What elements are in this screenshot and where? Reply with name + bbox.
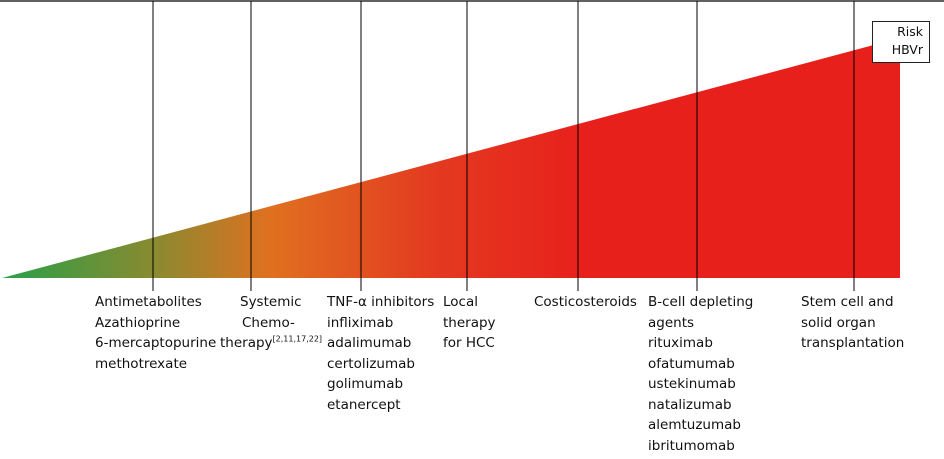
reference-superscript: [2,11,17,22]	[272, 334, 323, 344]
category-line: Antimetabolites	[95, 294, 202, 310]
category-local-therapy-hcc: Local therapy for HCC	[443, 292, 496, 354]
category-line: solid organ	[801, 314, 876, 331]
category-line: Costicosteroids	[534, 294, 637, 310]
category-line: ibritumomab	[648, 437, 735, 454]
category-line: Systemic	[240, 294, 302, 310]
category-line: Stem cell and	[801, 294, 894, 310]
risk-hbvr-label: Risk HBVr	[872, 21, 930, 63]
risk-wedge	[2, 38, 900, 278]
category-line: 6-mercaptopurine	[95, 335, 217, 351]
category-line: infliximab	[327, 314, 394, 331]
category-line: therapy	[443, 314, 496, 331]
category-line: natalizumab	[648, 396, 732, 413]
category-antimetabolites: Antimetabolites Azathioprine 6-mercaptop…	[95, 292, 216, 374]
category-corticosteroids: Costicosteroids	[534, 292, 637, 313]
category-line: for HCC	[443, 335, 495, 351]
category-line: agents	[648, 314, 695, 331]
category-line: etanercept	[327, 396, 401, 413]
risk-label-line1: Risk	[897, 24, 923, 39]
category-line: rituximab	[648, 335, 713, 351]
category-line: ustekinumab	[648, 376, 736, 392]
category-line: methotrexate	[95, 355, 188, 372]
category-line: golimumab	[327, 376, 404, 392]
category-line: Azathioprine	[95, 314, 181, 331]
category-line: Local	[443, 294, 478, 310]
risk-label-line2: HBVr	[891, 42, 923, 57]
category-line-with-ref: therapy[2,11,17,22]	[220, 333, 322, 354]
category-systemic-chemotherapy: Systemic Chemo- therapy[2,11,17,22]	[220, 292, 322, 354]
category-b-cell-depleting: B-cell depleting agents rituximab ofatum…	[648, 292, 753, 456]
category-line: Chemo-	[242, 314, 295, 331]
category-tnf-inhibitors: TNF-α inhibitors infliximab adalimumab c…	[327, 292, 434, 415]
category-line: alemtuzumab	[648, 417, 741, 433]
category-line: therapy	[220, 335, 273, 351]
category-line: adalimumab	[327, 335, 412, 351]
category-line: B-cell depleting	[648, 294, 754, 310]
category-line: TNF-α inhibitors	[327, 294, 435, 310]
category-line: certolizumab	[327, 355, 415, 372]
category-line: ofatumumab	[648, 355, 735, 372]
category-transplantation: Stem cell and solid organ transplantatio…	[801, 292, 904, 354]
category-line: transplantation	[801, 335, 905, 351]
